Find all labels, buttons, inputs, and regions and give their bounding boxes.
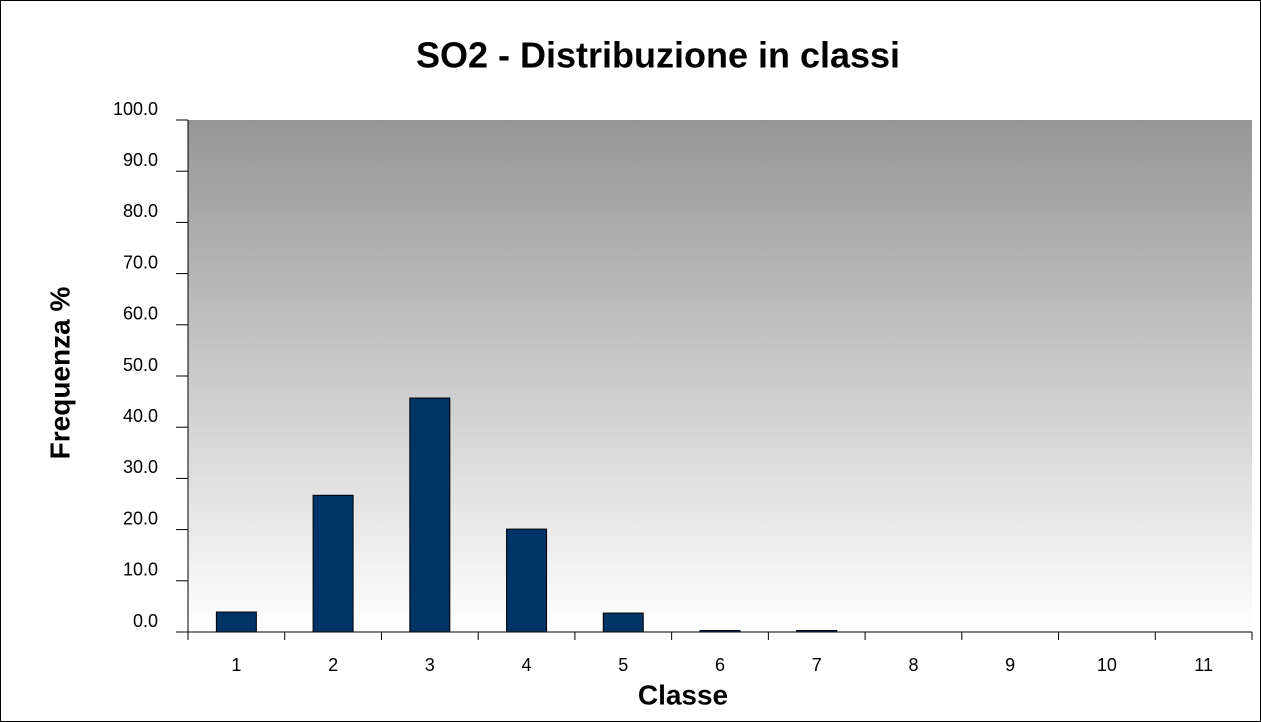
y-tick-label: 40.0 <box>123 406 158 426</box>
y-tick-label: 90.0 <box>123 150 158 170</box>
y-tick-label: 30.0 <box>123 457 158 477</box>
bar <box>409 397 451 633</box>
x-tick-label: 10 <box>1097 655 1117 675</box>
bar <box>312 494 354 633</box>
x-tick-label: 2 <box>328 655 338 675</box>
plot-area <box>188 120 1252 632</box>
x-tick-label: 3 <box>425 655 435 675</box>
x-tick-label: 8 <box>908 655 918 675</box>
x-tick-label: 5 <box>618 655 628 675</box>
bar <box>796 629 838 633</box>
y-axis-label: Frequenza % <box>44 287 75 460</box>
x-tick-label: 9 <box>1005 655 1015 675</box>
x-tick-label: 7 <box>812 655 822 675</box>
y-tick-label: 80.0 <box>123 201 158 221</box>
chart-title: SO2 - Distribuzione in classi <box>416 35 900 76</box>
bar <box>699 629 741 633</box>
y-tick-label: 20.0 <box>123 508 158 528</box>
bar <box>506 528 548 633</box>
x-tick-label: 11 <box>1194 655 1213 675</box>
y-tick-label: 70.0 <box>123 252 158 272</box>
y-tick-label: 10.0 <box>123 560 158 580</box>
x-tick-label: 1 <box>231 655 241 675</box>
x-tick-label: 6 <box>715 655 725 675</box>
x-tick-label: 4 <box>522 655 532 675</box>
bar <box>602 612 644 633</box>
y-tick-label: 0.0 <box>133 611 158 631</box>
bar <box>215 611 257 633</box>
y-tick-label: 50.0 <box>123 355 158 375</box>
y-tick-label: 60.0 <box>123 304 158 324</box>
y-tick-label: 100.0 <box>113 99 158 119</box>
x-axis-label: Classe <box>638 679 728 710</box>
